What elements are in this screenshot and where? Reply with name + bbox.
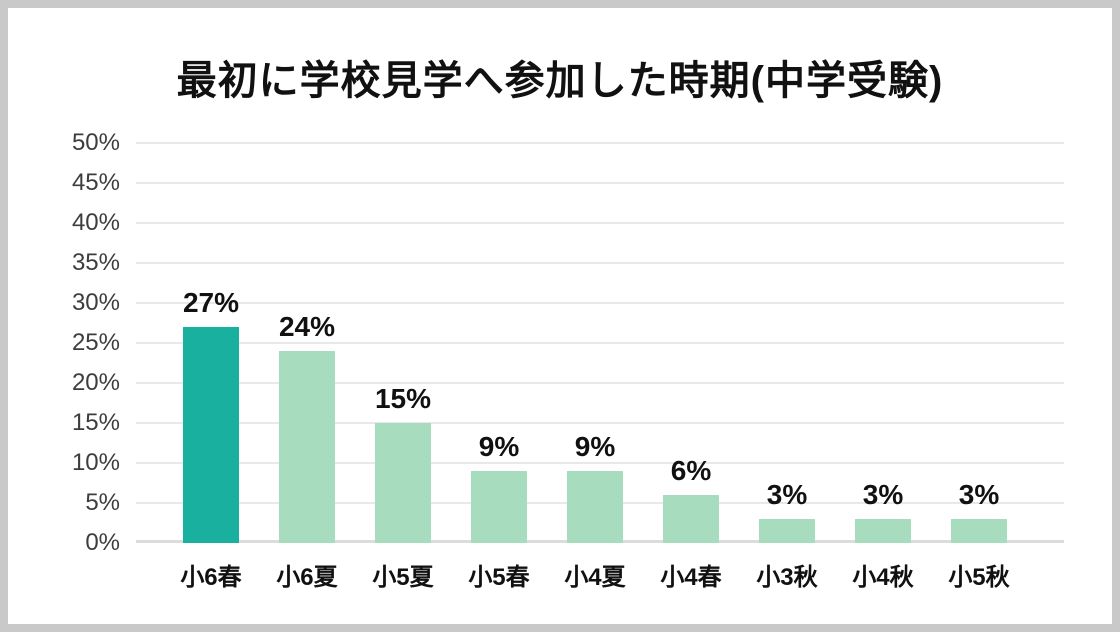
- gridline: [136, 302, 1064, 304]
- x-axis-label: 小5春: [468, 564, 530, 591]
- bar-value-label: 9%: [574, 431, 616, 462]
- y-tick-label: 0%: [85, 529, 120, 556]
- gridline: [136, 142, 1064, 144]
- bar-小6夏: [279, 351, 335, 543]
- chart-title: 最初に学校見学へ参加した時期(中学受験): [176, 59, 944, 103]
- gridline: [136, 422, 1064, 424]
- y-tick-label: 10%: [71, 449, 120, 476]
- y-tick-label: 35%: [71, 249, 120, 276]
- x-axis-label: 小4夏: [564, 564, 626, 591]
- x-axis-label: 小4春: [660, 564, 722, 591]
- bar-小3秋: [759, 519, 815, 543]
- x-axis-label: 小3秋: [756, 564, 818, 591]
- gridline: [136, 342, 1064, 344]
- x-axis-label: 小6春: [180, 564, 242, 591]
- bar-value-label: 27%: [182, 287, 240, 318]
- y-tick-label: 40%: [71, 209, 120, 236]
- y-tick-label: 30%: [71, 289, 120, 316]
- gridline: [136, 382, 1064, 384]
- bar-value-label: 3%: [958, 479, 1000, 510]
- bar-value-label: 3%: [766, 479, 808, 510]
- x-axis-label: 小5秋: [948, 564, 1010, 591]
- bar-小5秋: [951, 519, 1007, 543]
- bar-value-label: 6%: [670, 455, 712, 486]
- y-tick-label: 15%: [71, 409, 120, 436]
- y-tick-label: 25%: [71, 329, 120, 356]
- x-axis-label: 小6夏: [276, 564, 338, 591]
- bar-小5春: [471, 471, 527, 543]
- gridline: [136, 222, 1064, 224]
- bar-小4秋: [855, 519, 911, 543]
- bar-小4夏: [567, 471, 623, 543]
- gridline: [136, 262, 1064, 264]
- gridline: [136, 462, 1064, 464]
- x-axis-label: 小4秋: [852, 564, 914, 591]
- y-tick-label: 45%: [71, 169, 120, 196]
- bar-value-label: 15%: [374, 383, 432, 414]
- bar-小6春: [183, 327, 239, 543]
- bar-value-label: 9%: [478, 431, 520, 462]
- y-tick-label: 20%: [71, 369, 120, 396]
- gridline: [136, 182, 1064, 184]
- x-axis-label: 小5夏: [372, 564, 434, 591]
- y-tick-label: 5%: [85, 489, 120, 516]
- bar-小4春: [663, 495, 719, 543]
- bar-value-label: 3%: [862, 479, 904, 510]
- plot-area: 0% 5% 10% 15% 20% 25% 30% 35% 40% 45% 50% 27% 小6春 24%…: [72, 129, 1064, 591]
- bar-value-label: 24%: [278, 311, 336, 342]
- y-tick-label: 50%: [71, 129, 120, 156]
- bar-小5夏: [375, 423, 431, 543]
